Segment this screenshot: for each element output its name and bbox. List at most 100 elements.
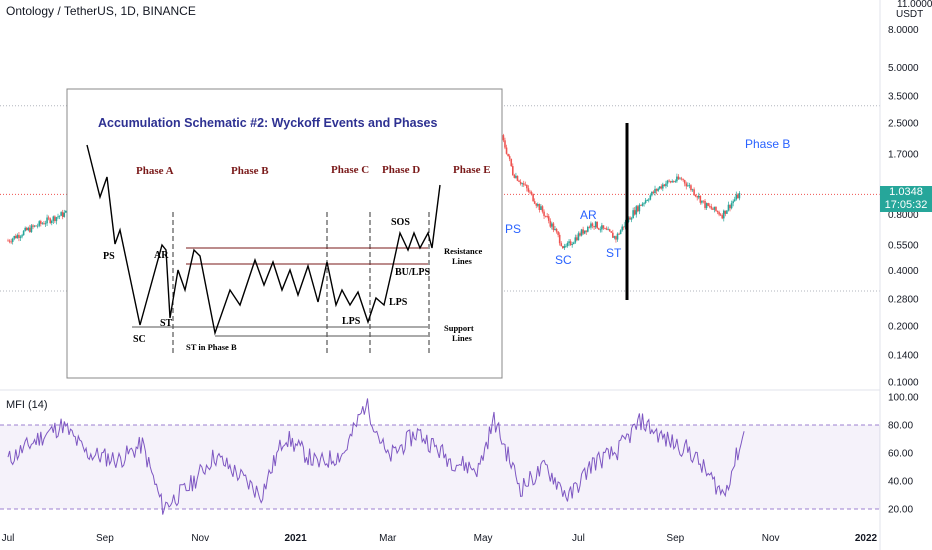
candle (713, 206, 716, 213)
candle (613, 235, 616, 240)
candle (526, 184, 528, 192)
candle (612, 229, 614, 238)
last-price-badge: 1.0348 17:05:32 (880, 186, 932, 212)
schematic-support-label: Support (444, 323, 474, 333)
time-tick-label: Mar (379, 533, 397, 544)
mfi-axis: 20.00 40.00 60.00 80.00 100.00 (888, 393, 919, 516)
candle (60, 211, 62, 216)
candle (733, 196, 736, 202)
candle (635, 205, 638, 218)
candle (518, 179, 520, 183)
candle (15, 233, 17, 239)
mfi-tick-label: 100.00 (888, 393, 919, 404)
candle (638, 203, 641, 215)
candle (551, 221, 553, 230)
candle (30, 223, 33, 233)
candle (730, 200, 733, 210)
candle (663, 184, 666, 187)
candle (738, 191, 741, 201)
schematic-resistance-label-2: Lines (452, 256, 473, 266)
price-tick-label: 8.0000 (888, 25, 919, 36)
candle (18, 231, 20, 242)
schematic-st-phase-b-label: ST in Phase B (186, 342, 237, 352)
candle (574, 234, 577, 244)
schematic-ar-label: AR (154, 250, 169, 261)
candle (555, 227, 558, 234)
candle (25, 226, 28, 231)
time-tick-label: Jul (572, 533, 585, 544)
schematic-resistance-lines (186, 247, 428, 265)
candle (640, 204, 642, 206)
candle (524, 181, 527, 186)
time-tick-label: Nov (191, 533, 209, 544)
annotation-ps: PS (505, 222, 521, 236)
candle (622, 226, 625, 230)
candle (566, 241, 569, 248)
candle (629, 216, 631, 220)
price-tick-label: 3.5000 (888, 92, 919, 103)
candle (580, 228, 583, 237)
schematic-price-path (86, 144, 441, 336)
price-tick-label: 0.1400 (888, 350, 919, 361)
candle (61, 209, 64, 220)
candle (43, 220, 45, 225)
last-price-value: 1.0348 (889, 186, 923, 198)
schematic-phase-a: Phase A (136, 165, 174, 177)
candle (716, 210, 719, 215)
candle (596, 221, 598, 229)
candle (727, 201, 730, 212)
candle (616, 232, 619, 242)
candle (563, 243, 566, 251)
candle (571, 241, 573, 248)
candle (715, 206, 717, 212)
price-axis-unit: USDT (896, 9, 923, 20)
candle (637, 204, 639, 213)
candle (532, 193, 534, 202)
annotation-phase-b: Phase B (745, 137, 790, 151)
candle (705, 202, 708, 211)
mfi-panel (0, 398, 880, 515)
candle (699, 195, 702, 205)
mfi-tick-label: 40.00 (888, 477, 913, 488)
candle (52, 215, 55, 225)
candle (527, 185, 530, 193)
price-tick-label: 0.2800 (888, 295, 919, 306)
candle (582, 226, 584, 235)
candle (35, 225, 37, 227)
schematic-ps-label: PS (103, 251, 115, 262)
candle (712, 207, 714, 210)
time-tick-label: 2021 (284, 533, 307, 544)
candle (651, 191, 653, 197)
candle (552, 222, 555, 233)
candle (691, 188, 694, 192)
candle (502, 133, 505, 143)
candle (510, 158, 513, 167)
candle (11, 237, 14, 245)
candle (657, 187, 659, 193)
candle (593, 225, 595, 231)
candle (599, 226, 602, 233)
candle (652, 190, 655, 195)
candle (588, 225, 591, 229)
candle (583, 230, 586, 235)
mfi-tick-label: 60.00 (888, 449, 913, 460)
candle (529, 189, 531, 195)
candle (608, 228, 611, 232)
candle (597, 227, 600, 231)
schematic-resistance-label: Resistance (444, 246, 482, 256)
candle (726, 210, 728, 215)
candle (704, 198, 706, 211)
candle (507, 153, 509, 157)
schematic-sos-label: SOS (391, 217, 410, 228)
candle (65, 210, 67, 213)
time-axis: Jul Sep Nov 2021 Mar May Jul Sep Nov 2022 (2, 533, 878, 544)
candle (22, 229, 25, 236)
schematic-phase-e: Phase E (453, 164, 491, 176)
candle (19, 235, 22, 242)
candle (669, 180, 672, 184)
candle (729, 204, 731, 212)
candle (610, 231, 613, 233)
wyckoff-schematic-inset: Accumulation Schematic #2: Wyckoff Event… (66, 88, 503, 379)
candle (530, 190, 533, 196)
countdown-timer: 17:05:32 (884, 199, 928, 211)
